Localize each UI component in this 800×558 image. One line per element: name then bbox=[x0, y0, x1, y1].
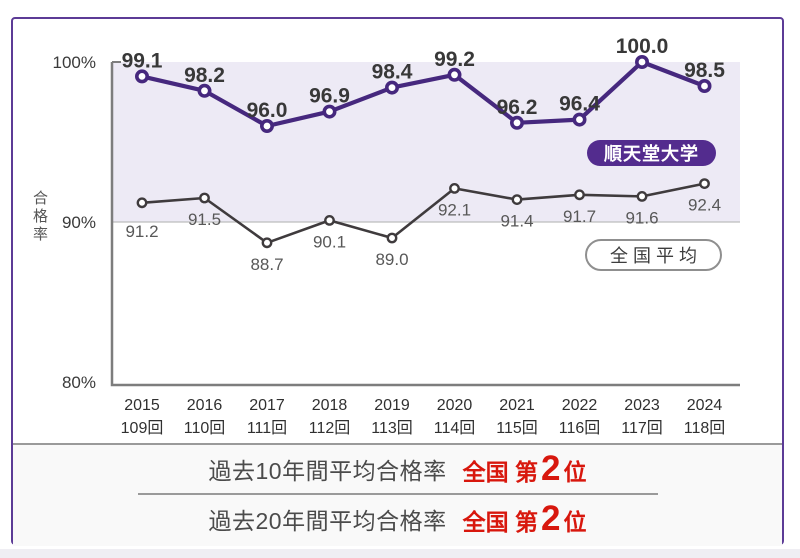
rank-prefix: 全国 第 bbox=[462, 459, 538, 485]
rank-suffix: 位 bbox=[563, 459, 587, 485]
rank-number: 2 bbox=[541, 449, 561, 488]
rank-row-value: 全国 第 2 位 bbox=[463, 451, 587, 487]
rank-row-label: 過去20年間平均合格率 bbox=[208, 508, 447, 534]
juntendo-series-badge: 順天堂大学 bbox=[587, 140, 716, 166]
national-average-badge: 全国平均 bbox=[585, 239, 722, 271]
rank-row-10yr: 過去10年間平均合格率 全国 第 2 位 bbox=[13, 445, 782, 493]
divider bbox=[137, 493, 658, 495]
rank-summary-panel: 過去10年間平均合格率 全国 第 2 位 過去20年間平均合格率 全国 第 2 … bbox=[13, 443, 782, 546]
bottom-strip bbox=[0, 549, 800, 558]
rank-prefix: 全国 第 bbox=[462, 509, 538, 535]
rank-number: 2 bbox=[541, 499, 561, 538]
rank-row-label: 過去10年間平均合格率 bbox=[208, 458, 447, 484]
rank-row-value: 全国 第 2 位 bbox=[463, 501, 587, 537]
rank-row-20yr: 過去20年間平均合格率 全国 第 2 位 bbox=[13, 495, 782, 543]
rank-suffix: 位 bbox=[563, 509, 587, 535]
y-axis-title: 合格率 bbox=[31, 190, 48, 244]
